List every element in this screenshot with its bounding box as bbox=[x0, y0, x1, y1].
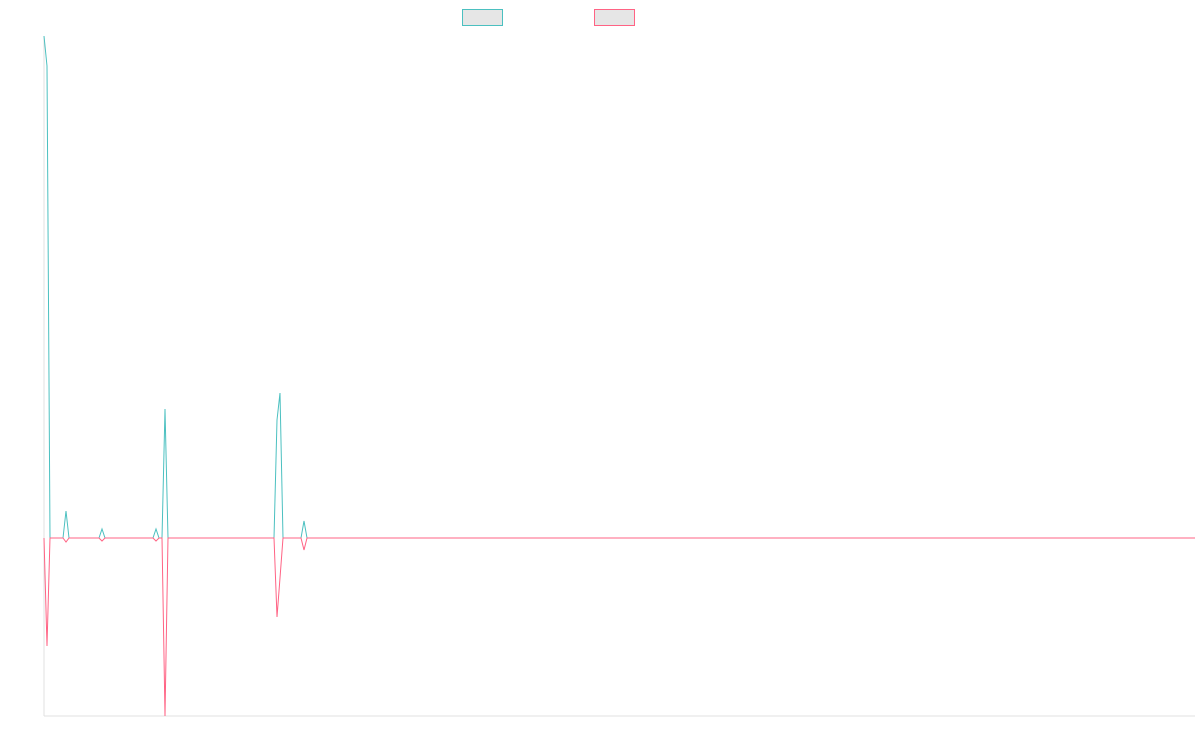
series-line bbox=[43, 537, 1195, 717]
legend-swatch bbox=[462, 9, 503, 26]
series-line bbox=[43, 35, 1195, 539]
legend-swatch bbox=[594, 9, 635, 26]
